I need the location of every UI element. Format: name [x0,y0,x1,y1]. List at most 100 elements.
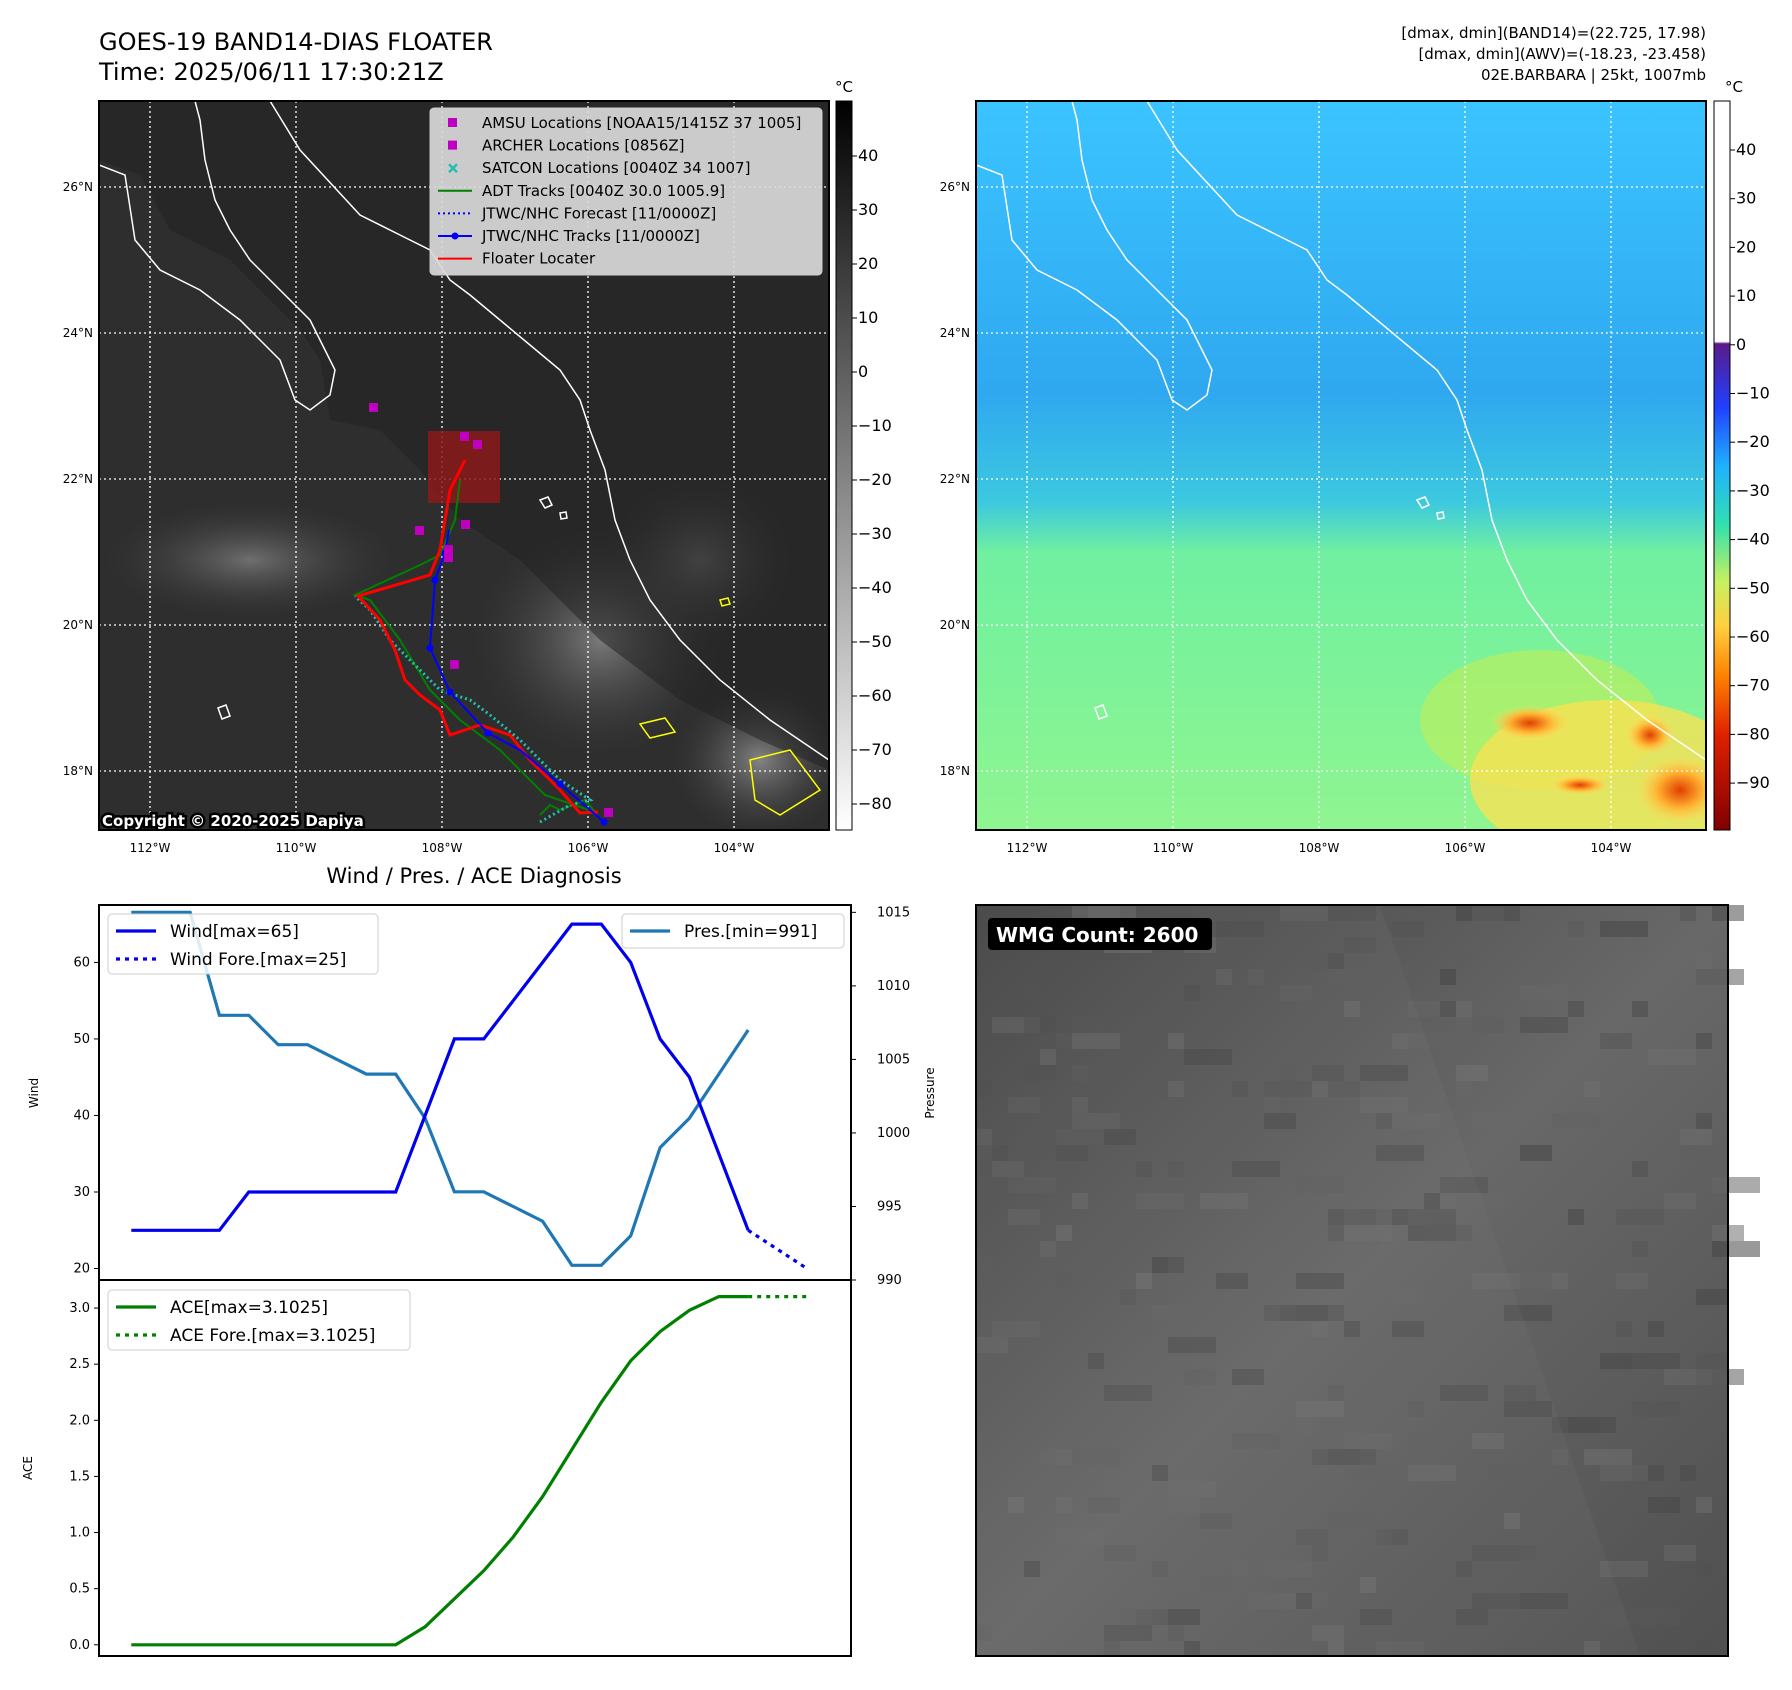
legend-entry: Floater Locater [438,250,596,268]
svg-text:AMSU Locations [NOAA15/1415Z 3: AMSU Locations [NOAA15/1415Z 37 1005] [482,114,801,132]
wind-legend: Wind[max=65] Wind Fore.[max=25] [107,913,379,975]
ace-axis-tick: 2.5 [69,1357,90,1372]
wind-legend-label: Wind[max=65] [170,922,299,942]
lon-label-map1: 110°W [276,841,317,855]
lat-label-map2: 26°N [940,180,970,194]
legend-entry: JTWC/NHC Tracks [11/0000Z] [438,227,700,245]
pressure-axis-tick: 995 [877,1199,902,1214]
awv-colorbar-tick: 40 [1736,140,1756,159]
ace-legend-label: ACE[max=3.1025] [170,1298,328,1318]
ir-colorbar-tick: −70 [858,740,892,759]
lat-label-map2: 20°N [940,618,970,632]
info-band14: [dmax, dmin](BAND14)=(22.725, 17.98) [1401,24,1706,42]
awv-colorbar-tick: −60 [1736,627,1770,646]
awv-colorbar-tick: 10 [1736,286,1756,305]
awv-colorbar-tick: −80 [1736,724,1770,743]
ace-axis-tick: 0.0 [69,1638,90,1653]
lon-label-map1: 106°W [568,841,609,855]
awv-colorbar-tick: −20 [1736,432,1770,451]
floater-box [428,431,500,503]
awv-colorbar-tick: 20 [1736,237,1756,256]
ace-forecast-legend-label: ACE Fore.[max=3.1025] [170,1326,375,1346]
lon-label-map1: 108°W [422,841,463,855]
wind-axis-tick: 60 [73,955,90,970]
lon-label-map2: 110°W [1153,841,1194,855]
figure-time: Time: 2025/06/11 17:30:21Z [98,58,444,86]
svg-text:Floater Locater: Floater Locater [482,250,596,268]
awv-colorbar-tick: 30 [1736,189,1756,208]
lat-label-map1: 22°N [63,472,93,486]
awv-colorbar-tick: −50 [1736,578,1770,597]
lon-label-map2: 106°W [1445,841,1486,855]
figure-title: GOES-19 BAND14-DIAS FLOATER [99,28,493,56]
wind-pressure-panel: 20 30 40 50 60 990 995 1000 1005 1010 1015 Wind Pres… [27,904,937,1288]
lon-label-map1: 104°W [714,841,755,855]
awv-colorbar-tick: −10 [1736,384,1770,403]
ace-line [131,1294,749,1647]
svg-text:JTWC/NHC Tracks [11/0000Z]: JTWC/NHC Tracks [11/0000Z] [481,227,700,245]
ir-colorbar-tick: −50 [858,632,892,651]
lat-label-map2: 22°N [940,472,970,486]
ace-axis-tick: 1.5 [69,1469,90,1484]
lat-label-map2: 24°N [940,326,970,340]
info-storm: 02E.BARBARA | 25kt, 1007mb [1481,66,1706,84]
wind-axis-tick: 40 [73,1108,90,1123]
legend-entry: ADT Tracks [0040Z 30.0 1005.9] [438,182,725,200]
pressure-legend-label: Pres.[min=991] [684,922,817,942]
legend-entry: SATCON Locations [0040Z 34 1007] [448,159,750,177]
ir-colorbar-tick: 30 [858,200,878,219]
legend-entry: JTWC/NHC Forecast [11/0000Z] [438,204,716,222]
wind-axis-label: Wind [27,1078,41,1108]
ace-axis-tick: 3.0 [69,1301,90,1316]
pressure-axis-tick: 1010 [877,979,910,994]
awv-colorbar-tick: −70 [1736,676,1770,695]
ace-axis-tick: 0.5 [69,1582,90,1597]
pressure-line [131,910,750,1267]
map-tick-labels: 26°N 26°N 24°N 24°N 22°N 22°N 20°N 20°N 18°N 18°N… [63,180,1632,855]
ir-colorbar-unit: °C [835,78,853,96]
ace-panel: 0.00.51.01.52.02.53.0ACEACE[max=3.1025]A… [21,1279,852,1657]
island-1 [538,496,568,520]
pressure-axis-tick: 1005 [877,1052,910,1067]
lat-label-map2: 18°N [940,764,970,778]
ace-axis-tick: 2.0 [69,1413,90,1428]
pressure-legend: Pres.[min=991] [621,913,845,949]
legend-entry: ARCHER Locations [0856Z] [448,137,685,155]
legend-entry: AMSU Locations [NOAA15/1415Z 37 1005] [448,114,801,132]
ace-axis-label: ACE [21,1456,35,1480]
lat-label-map1: 26°N [63,180,93,194]
lat-label-map1: 20°N [63,618,93,632]
pressure-axis-tick: 990 [877,1273,902,1288]
ir-colorbar-tick: 40 [858,146,878,165]
wmg-panel: WMG Count: 2600 [975,904,1760,1657]
wmg-count-label: WMG Count: 2600 [996,923,1198,947]
wmg-texture [976,905,1760,1657]
wind-forecast-legend-label: Wind Fore.[max=25] [170,950,346,970]
svg-text:SATCON Locations [0040Z 34 100: SATCON Locations [0040Z 34 1007] [482,159,750,177]
diagnosis-title: Wind / Pres. / ACE Diagnosis [326,864,621,888]
ir-colorbar-tick: −10 [858,416,892,435]
pressure-axis-tick: 1015 [877,905,910,920]
ir-colorbar-tick: −20 [858,470,892,489]
ir-colorbar-tick: 20 [858,254,878,273]
ace-legend: ACE[max=3.1025] ACE Fore.[max=3.1025] [107,1289,411,1351]
island-2 [217,704,231,720]
ir-colorbar-tick: −40 [858,578,892,597]
wind-axis-tick: 20 [73,1262,90,1277]
wind-line [131,922,750,1232]
wind-forecast-line [747,1228,808,1270]
wind-axis-tick: 50 [73,1032,90,1047]
pressure-axis-label: Pressure [923,1067,937,1118]
lon-label-map2: 104°W [1591,841,1632,855]
coastline-baja [99,101,336,411]
info-awv: [dmax, dmin](AWV)=(-18.23, -23.458) [1418,45,1706,63]
wind-axis-tick: 30 [73,1185,90,1200]
svg-text:ARCHER Locations [0856Z]: ARCHER Locations [0856Z] [482,137,685,155]
map-legend: AMSU Locations [NOAA15/1415Z 37 1005] ARC… [429,107,823,276]
awv-colorbar-tick: −40 [1736,530,1770,549]
lat-label-map1: 24°N [63,326,93,340]
awv-colorbar-tick: 0 [1736,335,1746,354]
awv-map-panel [975,100,1707,831]
